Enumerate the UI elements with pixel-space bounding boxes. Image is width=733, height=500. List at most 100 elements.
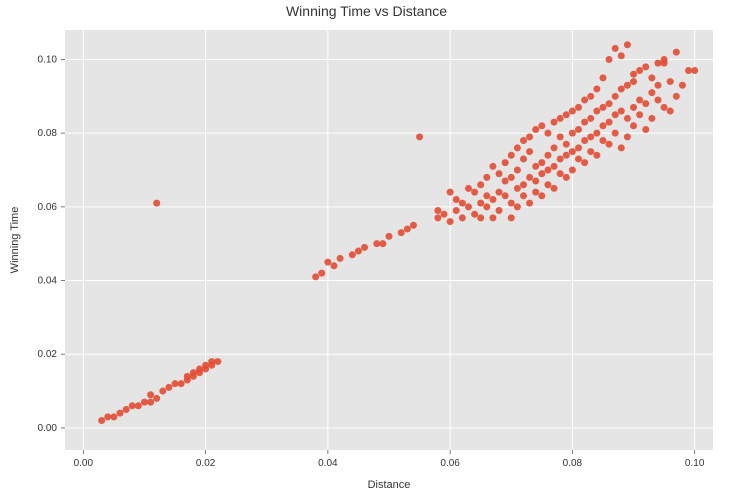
data-point	[483, 203, 490, 210]
data-point	[636, 111, 643, 118]
data-point	[502, 159, 509, 166]
data-point	[483, 174, 490, 181]
data-point	[508, 200, 515, 207]
data-point	[398, 229, 405, 236]
data-point	[630, 104, 637, 111]
data-point	[618, 85, 625, 92]
data-point	[538, 192, 545, 199]
data-point	[538, 122, 545, 129]
data-point	[575, 126, 582, 133]
data-point	[214, 358, 221, 365]
data-point	[324, 259, 331, 266]
data-point	[526, 148, 533, 155]
data-point	[520, 137, 527, 144]
data-point	[520, 192, 527, 199]
data-point	[630, 122, 637, 129]
data-point	[593, 85, 600, 92]
data-point	[544, 130, 551, 137]
chart-container: 0.000.020.040.060.080.100.000.020.040.06…	[0, 0, 733, 500]
data-point	[202, 362, 209, 369]
data-point	[110, 413, 117, 420]
data-point	[379, 240, 386, 247]
data-point	[373, 240, 380, 247]
data-point	[104, 413, 111, 420]
data-point	[526, 200, 533, 207]
data-point	[679, 82, 686, 89]
data-point	[386, 233, 393, 240]
data-point	[361, 244, 368, 251]
data-point	[532, 163, 539, 170]
data-point	[117, 410, 124, 417]
data-point	[483, 192, 490, 199]
data-point	[441, 211, 448, 218]
x-tick-label: 0.00	[74, 458, 94, 469]
data-point	[447, 189, 454, 196]
data-point	[337, 255, 344, 262]
data-point	[538, 170, 545, 177]
data-point	[685, 67, 692, 74]
data-point	[606, 56, 613, 63]
data-point	[654, 97, 661, 104]
data-point	[434, 214, 441, 221]
data-point	[141, 399, 148, 406]
data-point	[312, 273, 319, 280]
data-point	[551, 185, 558, 192]
data-point	[123, 406, 130, 413]
data-point	[514, 185, 521, 192]
data-point	[599, 104, 606, 111]
data-point	[587, 133, 594, 140]
data-point	[569, 167, 576, 174]
data-point	[593, 152, 600, 159]
data-point	[520, 181, 527, 188]
data-point	[477, 181, 484, 188]
y-tick-label: 0.10	[38, 54, 58, 65]
x-tick-label: 0.10	[685, 458, 705, 469]
data-point	[599, 122, 606, 129]
data-point	[477, 200, 484, 207]
data-point	[642, 63, 649, 70]
data-point	[434, 207, 441, 214]
data-point	[489, 196, 496, 203]
data-point	[630, 71, 637, 78]
data-point	[496, 170, 503, 177]
data-point	[489, 214, 496, 221]
data-point	[648, 89, 655, 96]
data-point	[165, 384, 172, 391]
data-point	[642, 100, 649, 107]
data-point	[404, 225, 411, 232]
x-axis-label: Distance	[368, 479, 411, 491]
data-point	[147, 391, 154, 398]
data-point	[538, 159, 545, 166]
data-point	[648, 74, 655, 81]
data-point	[514, 144, 521, 151]
data-point	[153, 200, 160, 207]
data-point	[581, 137, 588, 144]
data-point	[673, 49, 680, 56]
data-point	[563, 111, 570, 118]
data-point	[557, 170, 564, 177]
data-point	[581, 159, 588, 166]
data-point	[569, 108, 576, 115]
data-point	[129, 402, 136, 409]
data-point	[465, 185, 472, 192]
data-point	[453, 196, 460, 203]
y-tick-label: 0.08	[38, 128, 58, 139]
x-tick-label: 0.04	[318, 458, 338, 469]
data-point	[520, 155, 527, 162]
data-point	[667, 78, 674, 85]
data-point	[453, 207, 460, 214]
data-point	[318, 270, 325, 277]
data-point	[654, 60, 661, 67]
data-point	[624, 133, 631, 140]
data-point	[532, 178, 539, 185]
data-point	[624, 115, 631, 122]
data-point	[612, 93, 619, 100]
data-point	[496, 207, 503, 214]
data-point	[153, 395, 160, 402]
data-point	[661, 104, 668, 111]
data-point	[593, 108, 600, 115]
data-point	[544, 152, 551, 159]
y-tick-label: 0.06	[38, 202, 58, 213]
data-point	[544, 167, 551, 174]
data-point	[673, 93, 680, 100]
